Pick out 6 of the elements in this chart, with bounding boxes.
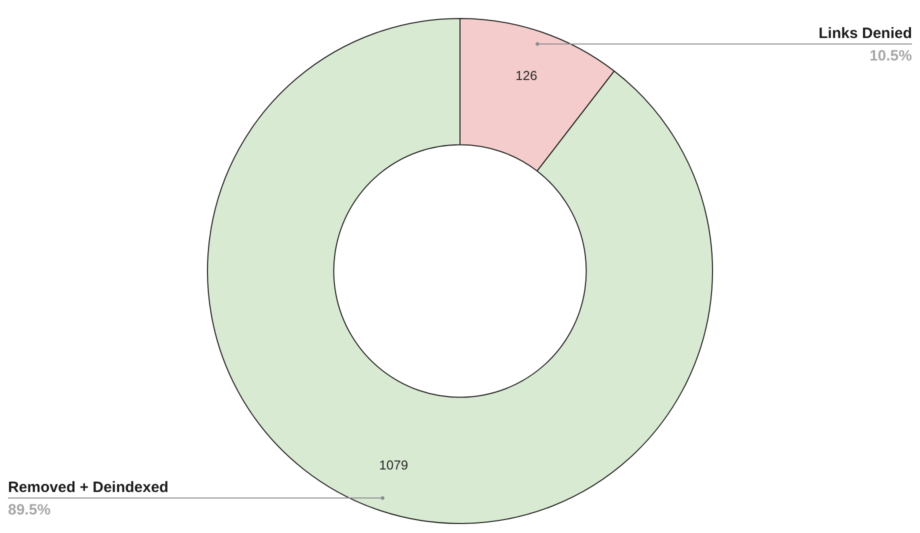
data-label: 126 xyxy=(516,68,538,83)
slice-label: Links Denied xyxy=(818,24,912,42)
slice-label: Removed + Deindexed xyxy=(8,479,168,496)
text: 10.5% xyxy=(869,48,912,65)
text: 89.5% xyxy=(8,502,51,519)
data-label: 1079 xyxy=(379,457,408,472)
